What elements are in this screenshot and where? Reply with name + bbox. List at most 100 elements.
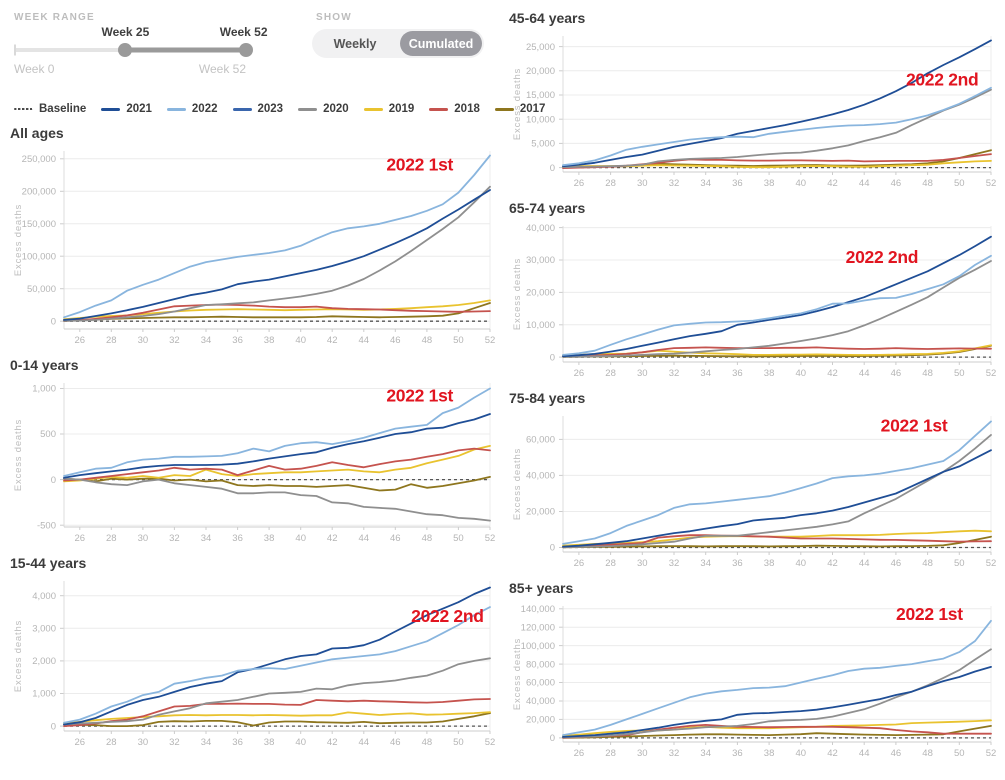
x-tick-label: 38 [764, 178, 775, 189]
series-line-2021 [562, 39, 992, 168]
y-tick-label: 40,000 [526, 471, 555, 482]
y-tick-label: 1,000 [32, 689, 56, 700]
x-tick-label: 34 [201, 335, 212, 346]
x-tick-label: 28 [605, 748, 616, 759]
slider-handle-to[interactable] [239, 43, 253, 57]
y-tick-label: 50,000 [27, 284, 56, 295]
x-tick-label: 30 [637, 368, 648, 379]
toggle-option-cumulated[interactable]: Cumulated [400, 31, 482, 56]
x-tick-label: 42 [827, 748, 838, 759]
slider-max-label: Week 52 [198, 62, 246, 76]
x-tick-label: 38 [264, 737, 275, 748]
chart-65-74-years: 65-74 years 0 10,000 20,000 30,000 40,000 26 2… [509, 196, 1005, 382]
series-line-2020 [63, 185, 491, 322]
series-line-2022 [63, 154, 491, 319]
x-tick-label: 48 [422, 737, 433, 748]
x-tick-label: 44 [859, 178, 870, 189]
series-line-2021 [63, 586, 491, 726]
x-tick-label: 32 [669, 558, 680, 569]
series-line-2020 [63, 477, 491, 522]
x-tick-label: 46 [891, 178, 902, 189]
y-tick-label: 5,000 [531, 139, 555, 150]
slider-range-fill[interactable] [125, 47, 246, 53]
legend-line-swatch [363, 107, 383, 111]
x-tick-label: 38 [264, 335, 275, 346]
y-tick-label: -500 [37, 520, 56, 531]
x-tick-label: 36 [232, 335, 243, 346]
toggle-option-weekly[interactable]: Weekly [314, 31, 396, 56]
show-toggle: Weekly Cumulated [312, 29, 484, 58]
chart-title: All ages [10, 125, 64, 141]
chart-plot: 0 50,000 100,000 150,000 200,000 250,000 26 28 3… [13, 151, 496, 346]
chart-annotation: 2022 2nd [906, 69, 979, 89]
slider-track[interactable] [14, 43, 253, 57]
series-line-2022 [63, 606, 491, 724]
slider-handle-from[interactable] [118, 43, 133, 57]
y-tick-label: 120,000 [521, 622, 555, 633]
x-tick-label: 38 [764, 558, 775, 569]
x-tick-label: 48 [922, 368, 933, 379]
x-tick-label: 42 [327, 335, 338, 346]
x-tick-label: 46 [390, 737, 401, 748]
chart-plot: -500 0 500 1,000 26 28 30 32 34 36 38 40 42 44 46 48 50 5… [13, 383, 495, 544]
x-tick-label: 28 [106, 533, 117, 544]
y-tick-label: 3,000 [32, 624, 56, 635]
y-tick-label: 25,000 [526, 42, 555, 53]
legend-label: 2021 [126, 103, 152, 115]
x-tick-label: 48 [922, 558, 933, 569]
x-tick-label: 26 [75, 737, 86, 748]
slider-handle-labels: Week 25 Week 52 [14, 25, 267, 43]
chart-85-plus-years: 85+ years 0 20,000 40,000 60,000 80,000 100,0… [509, 576, 1005, 762]
x-tick-label: 40 [796, 178, 807, 189]
y-tick-label: 500 [40, 429, 56, 440]
chart-annotation: 2022 1st [896, 604, 963, 624]
x-tick-label: 48 [922, 748, 933, 759]
series-line-2022 [562, 254, 992, 356]
x-tick-label: 26 [574, 368, 585, 379]
x-tick-label: 34 [700, 558, 711, 569]
series-line-2022 [562, 619, 992, 737]
legend-item-2017: 2017 [494, 103, 545, 115]
x-tick-label: 28 [106, 335, 117, 346]
series-line-2018 [63, 698, 491, 728]
x-tick-label: 52 [986, 558, 997, 569]
x-tick-label: 26 [574, 558, 585, 569]
legend-item-2021: 2021 [101, 103, 152, 115]
series-line-2017 [63, 712, 491, 728]
slider-min-label: Week 0 [14, 62, 55, 76]
x-tick-label: 40 [796, 748, 807, 759]
series-line-2018 [562, 534, 992, 549]
x-tick-label: 44 [359, 533, 370, 544]
x-tick-label: 26 [574, 178, 585, 189]
legend-line-swatch [101, 107, 121, 111]
x-tick-label: 48 [922, 178, 933, 189]
x-tick-label: 44 [359, 335, 370, 346]
x-tick-label: 30 [637, 178, 648, 189]
x-tick-label: 52 [485, 335, 496, 346]
series-line-2017 [562, 725, 992, 739]
chart-annotation: 2022 1st [386, 154, 453, 174]
legend-line-swatch [429, 107, 449, 111]
x-tick-label: 44 [859, 748, 870, 759]
series-line-2021 [63, 189, 491, 321]
x-tick-label: 42 [327, 737, 338, 748]
controls-row: WEEK RANGE Week 25 Week 52 Week 0 [10, 8, 497, 83]
x-tick-label: 42 [827, 178, 838, 189]
x-tick-label: 28 [605, 558, 616, 569]
legend-item-baseline: Baseline [14, 103, 86, 115]
series-line-2019 [63, 445, 491, 483]
y-tick-label: 0 [51, 475, 56, 486]
series-line-2020 [63, 657, 491, 726]
x-tick-label: 40 [796, 368, 807, 379]
x-tick-label: 30 [637, 558, 648, 569]
x-tick-label: 46 [891, 368, 902, 379]
legend-line-swatch [298, 107, 318, 111]
week-range-label: WEEK RANGE [14, 12, 95, 23]
x-tick-label: 26 [574, 748, 585, 759]
y-tick-label: 0 [550, 733, 555, 744]
chart-annotation: 2022 2nd [846, 247, 919, 267]
week-range-control: WEEK RANGE Week 25 Week 52 Week 0 [10, 8, 268, 83]
x-tick-label: 26 [75, 335, 86, 346]
series-line-2020 [562, 648, 992, 739]
chart-plot: 0 20,000 40,000 60,000 26 28 30 32 34 36 38 40 42 44 4… [512, 415, 997, 569]
